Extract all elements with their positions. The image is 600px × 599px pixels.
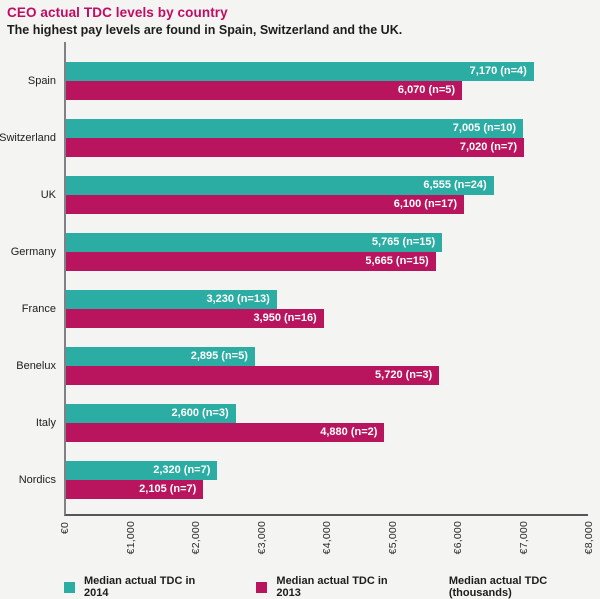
- category-label: Spain: [27, 74, 56, 87]
- category-label: France: [21, 302, 56, 315]
- bar-2014: 6,555 (n=24): [66, 175, 494, 195]
- bar-2013: 7,020 (n=7): [66, 137, 525, 157]
- legend-swatch-2013: [256, 581, 268, 593]
- bar-2013: 6,100 (n=17): [66, 194, 465, 214]
- bar-value-label: 3,230 (n=13): [206, 293, 270, 305]
- x-tick-label: €6,000: [452, 521, 464, 555]
- y-axis-labels: Spain Switzerland UK Germany France Benelux It…: [0, 42, 64, 516]
- chart-title: CEO actual TDC levels by country: [7, 5, 228, 20]
- bar-value-label: 6,100 (n=17): [393, 198, 458, 210]
- x-axis-labels: €0 €1,000 €2,000 €3,000 €4,000 €5,000 €6,000 €7…: [59, 516, 595, 568]
- bar-group: 7,170 (n=4) 6,070 (n=5): [66, 52, 588, 109]
- bar-value-label: 7,170 (n=4): [469, 65, 527, 77]
- bar-2014: 7,170 (n=4): [66, 61, 534, 81]
- legend-label: Median actual TDC in 2013: [276, 575, 388, 599]
- category-label: Italy: [35, 416, 56, 429]
- category-label: Benelux: [16, 359, 56, 372]
- bar-value-label: 5,665 (n=15): [365, 255, 429, 267]
- category-label: Switzerland: [0, 131, 56, 144]
- bar-group: 7,005 (n=10) 7,020 (n=7): [66, 109, 588, 166]
- legend-item-2014: Median actual TDC in 2014: [64, 575, 198, 599]
- bar-2014: 2,895 (n=5): [66, 346, 255, 366]
- bar-2014: 2,320 (n=7): [66, 460, 218, 480]
- bar-value-label: 6,070 (n=5): [397, 84, 456, 96]
- x-tick-label: €0: [59, 521, 71, 534]
- bar-2013: 4,880 (n=2): [66, 422, 385, 442]
- bar-value-label: 3,950 (n=16): [253, 312, 317, 324]
- axis-note: Median actual TDC (thousands): [448, 575, 548, 599]
- bar-2014: 2,600 (n=3): [66, 403, 236, 423]
- bar-value-label: 6,555 (n=24): [423, 179, 487, 191]
- x-tick-label: €2,000: [190, 521, 202, 555]
- x-tick-label: €3,000: [255, 521, 268, 555]
- bar-2013: 2,105 (n=7): [66, 479, 204, 499]
- x-tick-label: €5,000: [386, 521, 399, 555]
- bar-2014: 7,005 (n=10): [66, 118, 524, 138]
- bar-value-label: 5,765 (n=15): [371, 236, 436, 248]
- x-tick-label: €1,000: [124, 521, 137, 555]
- bar-value-label: 5,720 (n=3): [375, 369, 433, 381]
- plot-area: 7,170 (n=4) 6,070 (n=5) 7,005 (n=10) 7,020 …: [64, 42, 588, 516]
- legend-label: Median actual TDC in 2014: [84, 575, 196, 599]
- bar-value-label: 2,895 (n=5): [190, 350, 248, 362]
- bar-group: 2,600 (n=3) 4,880 (n=2): [66, 394, 588, 451]
- category-label: Germany: [10, 245, 56, 258]
- plot-row: Spain Switzerland UK Germany France Benelux It…: [0, 42, 595, 516]
- legend-swatch-2014: [64, 581, 75, 593]
- category-label: UK: [40, 188, 56, 201]
- bar-group: 2,895 (n=5) 5,720 (n=3): [66, 337, 588, 394]
- x-tick-label: €4,000: [321, 521, 333, 555]
- bar-2013: 5,720 (n=3): [66, 365, 440, 385]
- bar-group: 6,555 (n=24) 6,100 (n=17): [66, 166, 588, 223]
- bar-chart: Spain Switzerland UK Germany France Benelux It…: [0, 42, 595, 599]
- bar-value-label: 2,105 (n=7): [139, 483, 197, 495]
- bar-2013: 5,665 (n=15): [66, 251, 436, 271]
- x-tick-label: €8,000: [583, 521, 595, 555]
- bar-2013: 6,070 (n=5): [66, 80, 463, 100]
- bar-2014: 5,765 (n=15): [66, 232, 443, 252]
- bar-group: 3,230 (n=13) 3,950 (n=16): [66, 280, 588, 337]
- category-label: Nordics: [18, 473, 56, 486]
- bar-2014: 3,230 (n=13): [66, 289, 277, 309]
- legend: Median actual TDC in 2014 Median actual T…: [64, 575, 588, 599]
- bar-2013: 3,950 (n=16): [66, 308, 324, 328]
- chart-subtitle: The highest pay levels are found in Spai…: [7, 23, 403, 37]
- bar-value-label: 4,880 (n=2): [320, 426, 378, 438]
- bar-value-label: 7,020 (n=7): [459, 141, 518, 153]
- bar-group: 2,320 (n=7) 2,105 (n=7): [66, 451, 588, 508]
- bar-value-label: 2,320 (n=7): [153, 464, 211, 476]
- x-tick-label: €7,000: [517, 521, 530, 555]
- bar-value-label: 2,600 (n=3): [171, 407, 229, 419]
- bar-group: 5,765 (n=15) 5,665 (n=15): [66, 223, 588, 280]
- bar-value-label: 7,005 (n=10): [452, 122, 517, 134]
- legend-item-2013: Median actual TDC in 2013: [256, 575, 390, 599]
